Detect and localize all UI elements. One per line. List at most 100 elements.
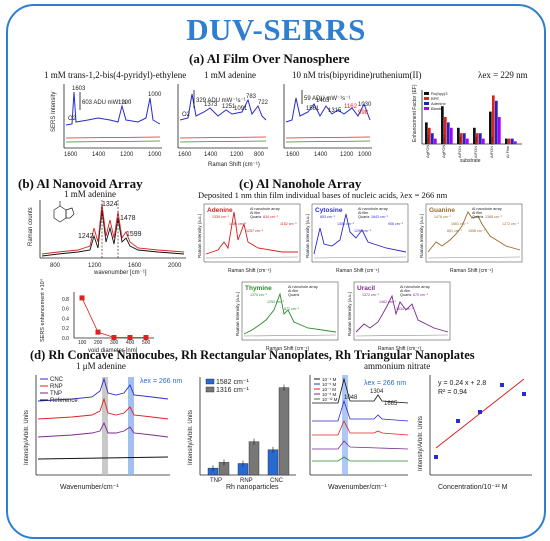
c-peak-label: 1372 cm⁻¹ xyxy=(362,293,380,297)
d2-legend-label: 1582 cm⁻¹ xyxy=(216,379,250,386)
a-peak-1373: 1373 xyxy=(204,102,218,108)
b-peak-1599: 1599 xyxy=(126,231,142,238)
d3-legend-label: 10⁻¹² M xyxy=(322,397,338,402)
d1-lambda: λex = 266 nm xyxy=(140,378,182,385)
c-spectrum-line xyxy=(313,213,407,255)
d2-bar xyxy=(267,449,279,476)
a-ef-bar xyxy=(479,133,482,144)
c-legend-label: Quartz xyxy=(358,215,369,219)
d1-ylabel: Intensity/Arbitr. Units xyxy=(24,410,30,465)
c-peak-label: 1253 cm⁻¹ xyxy=(267,300,285,304)
d-label-ammonium: ammonium nitrate xyxy=(364,361,431,371)
a-ef-bar xyxy=(495,100,498,144)
c-xlabel: Raman Shift (cm⁻¹) xyxy=(378,346,422,352)
a-tick3-1200: 1200 xyxy=(340,152,354,158)
d-spectra-ammonium: Wavenumber/cm⁻¹ 10⁻⁴ M10⁻⁵ M10⁻⁷ M10⁻⁸ M… xyxy=(309,375,409,491)
c-legend-label: Quartz xyxy=(250,215,261,219)
c-peak-label: 1339 cm⁻¹ xyxy=(212,215,230,219)
c-quartz-line xyxy=(355,334,449,337)
b-enh-ylabel: SERS enhancement ×10⁴ xyxy=(39,278,46,342)
a-ef-bar xyxy=(447,122,450,144)
a-ef-bar xyxy=(466,138,469,144)
b-enh-ytick: 0.2 xyxy=(62,326,69,332)
c-peak-label: 872 cm⁻¹ xyxy=(284,307,300,311)
d2-legend-label: 1316 cm⁻¹ xyxy=(216,387,250,394)
c-spectrum-line xyxy=(355,294,449,333)
d2-cat-label: RNP xyxy=(240,478,253,484)
a-ef-bar-chart: Enhancement Factor (EF) substrate AgFON … xyxy=(412,84,522,164)
b-enh-point xyxy=(111,335,117,341)
a-ef-legend-swatch xyxy=(424,92,429,95)
d3-peak-1048: 1048 xyxy=(344,395,358,401)
d4-fit-eq: y = 0.24 x + 2.8 xyxy=(438,380,486,387)
c-peak-label: 1462 cm⁻¹ xyxy=(379,300,397,304)
b-enh-point xyxy=(79,295,85,301)
c-peak-label: 1370 cm⁻¹ xyxy=(250,293,268,297)
a-label-lambda: λex = 229 nm xyxy=(478,70,528,80)
a-o2-1: O2 xyxy=(68,116,77,122)
d2-bar xyxy=(248,441,260,476)
d4-xlabel: Concentration/10⁻¹² M xyxy=(438,484,508,491)
a-scale-2: 329 ADU mW⁻¹s⁻¹ xyxy=(196,98,246,104)
section-a-title: (a) Al Film Over Nanosphere xyxy=(189,51,350,66)
c-peak-label: 1476 cm⁻¹ xyxy=(434,215,452,219)
a-ef-cat-label: Al Film xyxy=(505,145,510,158)
d2-xlabel: Rh nanoparticles xyxy=(226,484,279,491)
a-ef-bar xyxy=(476,133,479,144)
c-legend-label: Al film xyxy=(288,289,298,293)
d-spectra-adenine: Intensity/Arbitr. Units Wavenumber/cm⁻¹ … xyxy=(24,375,182,491)
d1-legend-label: TNP xyxy=(50,391,62,397)
c-spectrum-line xyxy=(427,211,521,253)
d3-legend-label: 10⁻⁷ M xyxy=(322,387,336,392)
c-legend-label: Al film xyxy=(250,211,260,215)
c-plot-title: Guanine xyxy=(429,207,455,214)
a-ef-cat-label: AgFON (mb) xyxy=(441,135,446,158)
c-legend-label: Quartz xyxy=(400,293,411,297)
c-ylabel: Raman Intensity (a.u.) xyxy=(347,291,352,336)
a-spectra: SERS Intensity Raman Shift (cm⁻¹) 603 AD… xyxy=(51,84,372,168)
a-peak-1251: 1251 xyxy=(222,104,236,110)
d-fit-plot: Intensity/Arbitr. Units Concentration/10… xyxy=(418,375,532,491)
c-peak-label: 1634 cm⁻¹ xyxy=(396,307,414,311)
a-ef-bar xyxy=(473,127,476,144)
section-b-title: (b) Al Nanovoid Array xyxy=(18,176,143,191)
d4-point xyxy=(456,419,460,423)
b-enh-xtick: 300 xyxy=(110,340,119,346)
d3-peak-1304: 1304 xyxy=(370,389,384,395)
a-tick2-1400: 1400 xyxy=(204,152,218,158)
a-peak-722: 722 xyxy=(258,100,269,106)
b-enh-ytick: 0.6 xyxy=(62,307,69,313)
a-ef-bar xyxy=(434,138,437,144)
c-plot-title: Thymine xyxy=(245,285,272,292)
a-scale-1: 603 ADU mW⁻¹s⁻¹ xyxy=(82,100,132,106)
c-plot-frame xyxy=(425,203,523,263)
d-label-adenine: 1 μM adenine xyxy=(76,361,126,371)
c-plot-frame xyxy=(353,281,451,341)
b-enhancement-plot: SERS enhancement ×10⁴ void diameter [nm]… xyxy=(39,278,154,354)
a-ef-cat-label: AlFON (mb) xyxy=(457,136,462,158)
c-peak-label: 1643 cm⁻¹ xyxy=(371,215,389,219)
b-enh-point xyxy=(95,329,101,335)
a-ef-cat-label: AgFON (mb) xyxy=(425,135,430,158)
a-ef-bar xyxy=(498,117,501,144)
b-peak-1242: 1242 xyxy=(78,233,94,240)
a-tick-1200: 1200 xyxy=(120,152,134,158)
b-enh-xtick: 400 xyxy=(126,340,135,346)
a-tick-1000: 1000 xyxy=(148,152,162,158)
b-spectrum: Raman counts wavenumber [cm⁻¹] 800 1200 … xyxy=(28,200,186,276)
c-plot-title: Cytosine xyxy=(315,207,343,214)
b-tick-1600: 1600 xyxy=(128,263,142,269)
c-plot-frame xyxy=(203,203,301,263)
a-peak-783: 783 xyxy=(246,94,257,100)
c-peak-label: 853 cm⁻¹ xyxy=(320,215,336,219)
c-legend-label: Al nanohole array xyxy=(400,285,430,289)
c-quartz-line xyxy=(243,334,337,337)
a-ef-bar xyxy=(482,138,485,144)
a-ef-bar xyxy=(450,127,453,144)
c-legend-label: Al nanohole array xyxy=(472,207,502,211)
d-bar-chart: Intensity/Arbitr. Units Rh nanoparticles… xyxy=(188,377,296,491)
c-plot-title: Uracil xyxy=(357,285,375,292)
adenine-molecule-icon xyxy=(53,201,75,223)
d3-legend-label: 10⁻⁴ M xyxy=(322,377,337,382)
b-tick-1200: 1200 xyxy=(88,263,102,269)
